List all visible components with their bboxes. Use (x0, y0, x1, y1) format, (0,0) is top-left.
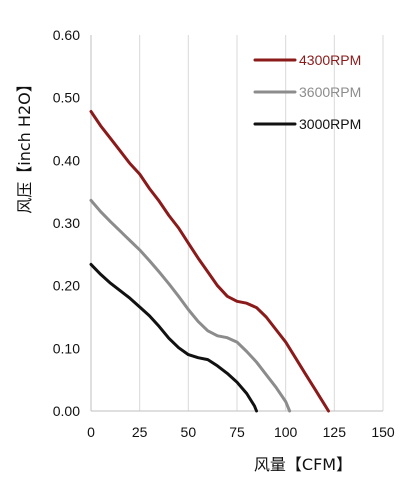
y-tick-label-2: 0.20 (53, 278, 80, 294)
series-line-4300rpm (89, 110, 330, 413)
series-layer (89, 110, 330, 413)
grid-layer (139, 35, 384, 411)
x-tick-label-6: 150 (371, 424, 395, 440)
x-axis-label: 风量【CFM】 (254, 455, 352, 474)
legend-label-3000rpm: 3000RPM (299, 116, 361, 132)
series-line-3000rpm (89, 262, 258, 413)
y-tick-label-4: 0.40 (53, 152, 80, 168)
series-line-3600rpm (89, 198, 292, 413)
y-tick-label-5: 0.50 (53, 90, 80, 106)
x-tick-label-1: 25 (132, 424, 148, 440)
x-tick-label-0: 0 (87, 424, 95, 440)
x-tick-label-3: 75 (229, 424, 245, 440)
y-tick-label-1: 0.10 (53, 340, 80, 356)
y-tick-label-3: 0.30 (53, 215, 80, 231)
axis-layer (90, 35, 383, 412)
legend-label-4300rpm: 4300RPM (299, 52, 361, 68)
y-axis-label: 风压【inch H2O】 (15, 76, 34, 213)
tick-layer: 0.00 0.10 0.20 0.30 0.40 0.50 0.60 0 25 50 75 100 12… (53, 27, 395, 440)
x-tick-label-4: 100 (274, 424, 298, 440)
legend: 4300RPM 3600RPM 3000RPM (253, 52, 361, 132)
x-tick-label-2: 50 (181, 424, 197, 440)
y-tick-label-0: 0.00 (53, 403, 80, 419)
legend-label-3600rpm: 3600RPM (299, 84, 361, 100)
x-tick-label-5: 125 (323, 424, 347, 440)
y-tick-label-6: 0.60 (53, 27, 80, 43)
